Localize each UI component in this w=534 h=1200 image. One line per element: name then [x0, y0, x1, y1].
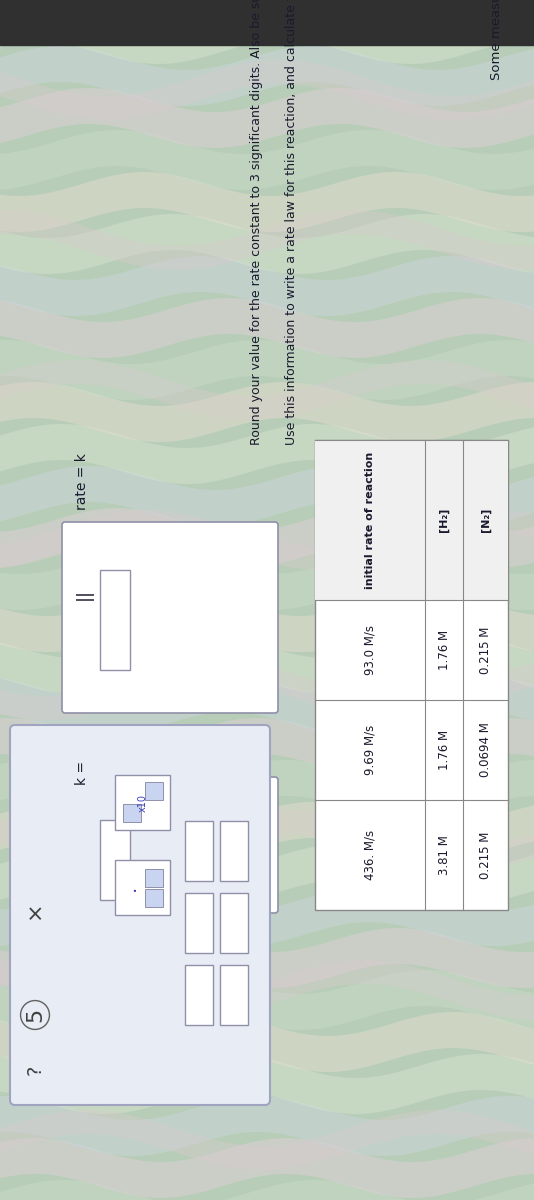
Text: ||: ||: [75, 588, 93, 600]
Bar: [145, 889, 163, 907]
Bar: [115, 860, 170, 914]
FancyBboxPatch shape: [62, 522, 278, 713]
Text: 5: 5: [25, 1008, 45, 1022]
Text: 0.0694 M: 0.0694 M: [479, 722, 492, 778]
FancyBboxPatch shape: [62, 778, 278, 913]
Text: 436. M/s: 436. M/s: [364, 830, 376, 880]
Text: 3.81 M: 3.81 M: [437, 835, 451, 875]
Bar: [220, 965, 248, 1025]
Bar: [315, 440, 508, 600]
Bar: [123, 804, 141, 822]
Bar: [145, 782, 163, 800]
Bar: [100, 820, 130, 900]
Text: 1.76 M: 1.76 M: [437, 730, 451, 770]
Bar: [145, 869, 163, 887]
Text: k =: k =: [75, 761, 89, 785]
Text: Some measurements of the initial rate of a certain reaction are given in the tab: Some measurements of the initial rate of…: [490, 0, 503, 80]
Text: 1.76 M: 1.76 M: [437, 630, 451, 670]
Bar: [115, 775, 170, 830]
Bar: [100, 570, 130, 670]
Bar: [220, 821, 248, 881]
Bar: [315, 440, 508, 910]
Text: Use this information to write a rate law for this reaction, and calculate the va: Use this information to write a rate law…: [285, 0, 298, 445]
Text: 93.0 M/s: 93.0 M/s: [364, 625, 376, 674]
Text: 0.215 M: 0.215 M: [479, 832, 492, 878]
Text: Round your value for the rate constant to 3 significant digits. Also be sure you: Round your value for the rate constant t…: [250, 0, 263, 445]
Text: [H₂]: [H₂]: [439, 508, 449, 532]
Text: ×: ×: [25, 901, 45, 919]
FancyBboxPatch shape: [10, 725, 270, 1105]
Bar: [185, 821, 213, 881]
Text: 9.69 M/s: 9.69 M/s: [364, 725, 376, 775]
Bar: [185, 965, 213, 1025]
Text: initial rate of reaction: initial rate of reaction: [365, 451, 375, 589]
Text: [N₂]: [N₂]: [481, 508, 491, 532]
Text: 0.215 M: 0.215 M: [479, 626, 492, 673]
Bar: [220, 893, 248, 953]
Text: x10: x10: [137, 793, 147, 811]
Text: rate = k: rate = k: [75, 454, 89, 510]
Bar: [185, 893, 213, 953]
Text: ?: ?: [26, 1064, 44, 1075]
Bar: [0, 0, 534, 44]
Text: ·: ·: [125, 884, 145, 890]
